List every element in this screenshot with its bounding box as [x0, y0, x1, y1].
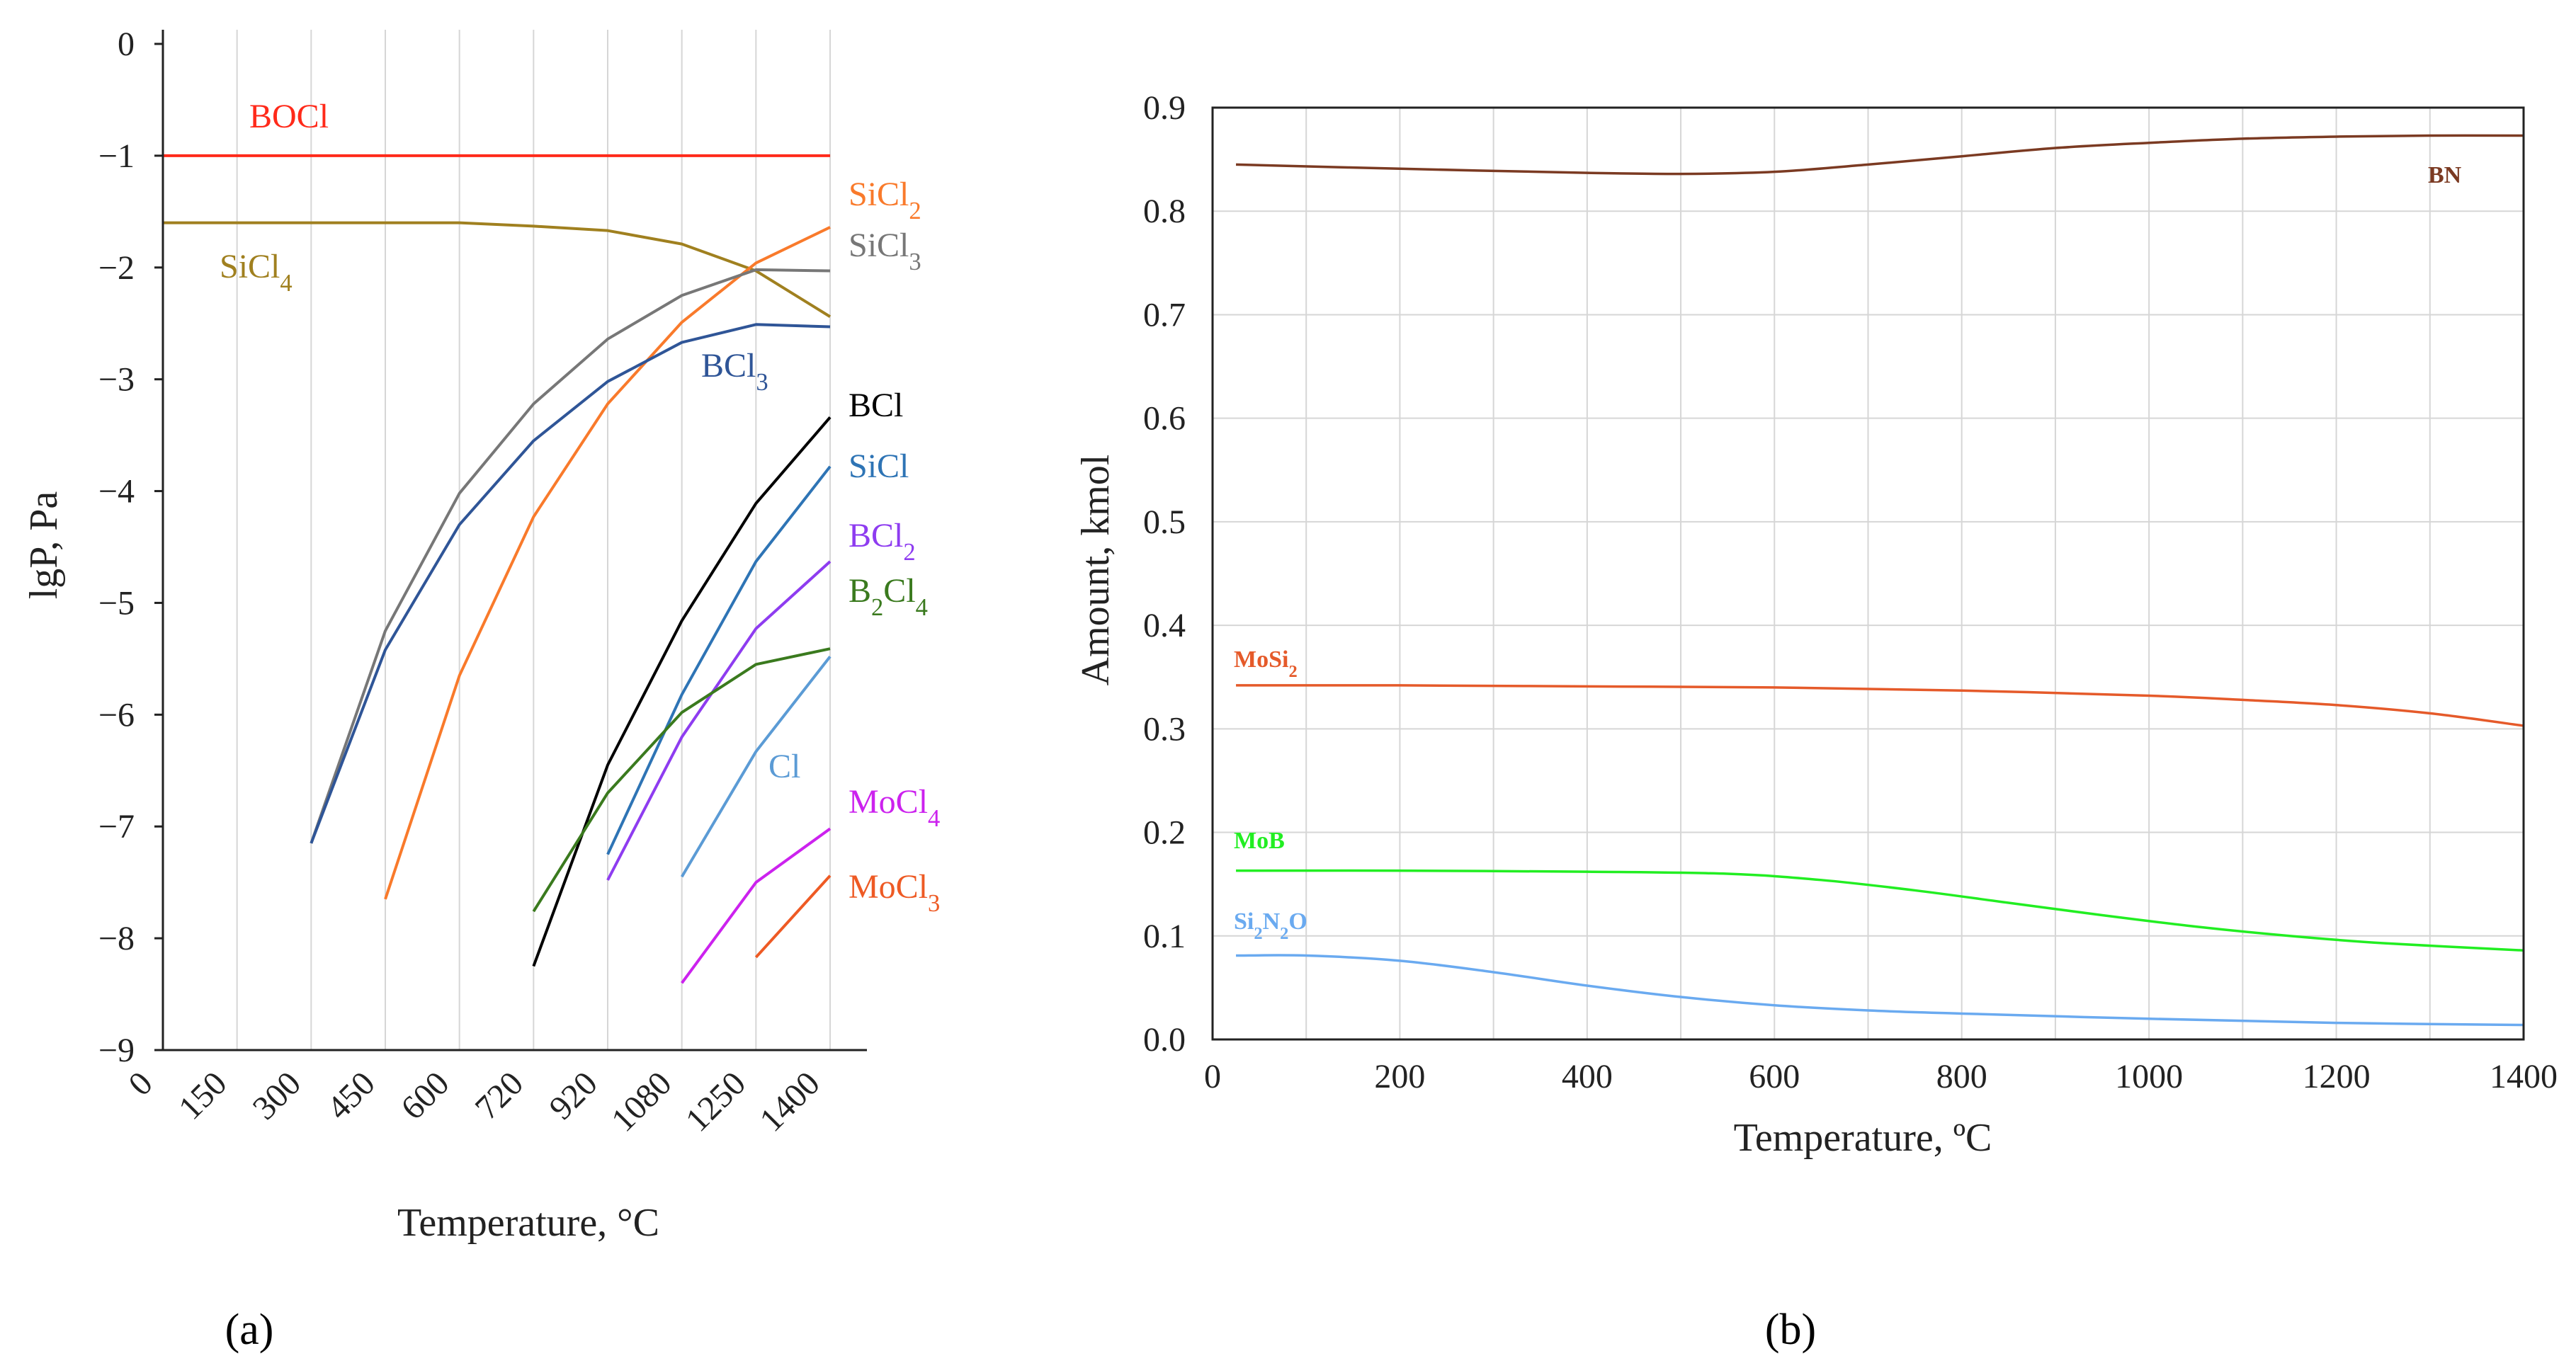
chart-panel-b: 0.0 0.1 0.2 0.3 0.4 0.5 0.6 0.7 0.8 0.9 0 200 400 60… — [1074, 89, 2558, 1354]
series-label-bcl2: BCl2 — [849, 517, 916, 566]
y-tick-label: −3 — [98, 361, 135, 399]
series-label-mob: MoB — [1234, 828, 1285, 854]
y-tick-label: 0.5 — [1143, 503, 1186, 541]
series-label-sicl3: SiCl3 — [849, 227, 921, 275]
x-tick-label: 920 — [542, 1064, 604, 1127]
series-label-bocl: BOCl — [249, 98, 329, 135]
series-label-bcl: BCl — [849, 387, 903, 424]
x-tick-label: 150 — [171, 1064, 234, 1127]
y-tick-label: −9 — [98, 1032, 135, 1069]
series-line-b2cl4 — [532, 647, 831, 913]
series-label-bn: BN — [2428, 162, 2462, 188]
y-tick-label: −6 — [98, 696, 135, 734]
series-line-bcl2 — [606, 560, 832, 881]
y-tick-label: −5 — [98, 584, 135, 622]
y-tick-label: 0.2 — [1143, 814, 1186, 852]
series-line-si2n2o — [1236, 954, 2524, 1027]
chart-a-y-axis-title: lgP, Pa — [22, 491, 66, 600]
chart-b-panel-label: (b) — [1765, 1306, 1816, 1354]
chart-b-x-ticks: 0 200 400 600 800 1000 1200 1400 — [1204, 1058, 2558, 1095]
series-line-sicl4 — [163, 221, 832, 318]
series-line-sicl2 — [384, 226, 831, 900]
chart-a-y-ticks: 0 −1 −2 −3 −4 −5 −6 −7 −8 −9 — [98, 25, 163, 1069]
x-tick-label: 450 — [319, 1064, 382, 1127]
series-line-mosi2 — [1236, 684, 2524, 727]
x-tick-label: 1080 — [604, 1064, 679, 1139]
x-tick-label: 200 — [1374, 1058, 1425, 1095]
y-tick-label: 0.9 — [1143, 89, 1186, 127]
chart-a-axes — [161, 30, 867, 1051]
x-tick-label: 720 — [468, 1064, 530, 1127]
chart-a-x-ticks: 0 150 300 450 600 720 920 1080 1250 1400 — [121, 1064, 827, 1139]
series-line-bn — [1236, 134, 2524, 176]
series-label-sicl: SiCl — [849, 448, 909, 485]
y-tick-label: 0.6 — [1143, 400, 1186, 438]
x-tick-label: 1000 — [2115, 1058, 2183, 1095]
y-tick-label: −1 — [98, 137, 135, 175]
x-tick-label: 600 — [1749, 1058, 1800, 1095]
chart-a-x-axis-title: Temperature, °C — [397, 1201, 659, 1245]
chart-panel-a: 0−1−2−3−4−5−6−7−8−9 0 150 300 450 600 720 920 1… — [22, 25, 940, 1354]
chart-b-series-labels: BN MoSi2 MoB Si2N2O — [1234, 162, 2462, 943]
x-tick-label: 800 — [1936, 1058, 1987, 1095]
x-tick-label: 300 — [246, 1064, 308, 1127]
y-tick-label: −2 — [98, 249, 135, 287]
series-line-bcl3 — [310, 323, 831, 844]
y-tick-label: 0.1 — [1143, 918, 1186, 955]
y-tick-label: 0.0 — [1143, 1021, 1186, 1059]
series-label-sicl2: SiCl2 — [849, 176, 921, 224]
chart-a-series — [163, 154, 832, 984]
y-tick-label: −4 — [98, 473, 135, 511]
series-label-sicl4: SiCl4 — [220, 248, 293, 297]
series-line-cl — [680, 656, 832, 878]
x-tick-label: 400 — [1562, 1058, 1613, 1095]
series-label-cl: Cl — [768, 748, 800, 785]
series-label-mosi2: MoSi2 — [1234, 646, 1298, 681]
series-label-si2n2o: Si2N2O — [1234, 908, 1307, 943]
y-tick-label: 0.4 — [1143, 607, 1186, 644]
y-tick-label: −7 — [98, 808, 135, 845]
series-line-mocl3 — [754, 874, 832, 959]
x-tick-label: 0 — [1204, 1058, 1221, 1095]
series-line-mob — [1236, 869, 2524, 952]
series-line-sicl — [606, 465, 832, 855]
chart-a-gridlines — [236, 30, 831, 1050]
x-tick-label: 1400 — [2490, 1058, 2558, 1095]
chart-a-panel-label: (a) — [225, 1306, 274, 1354]
y-tick-label: −8 — [98, 920, 135, 957]
chart-b-x-axis-title: Temperature, ºC — [1734, 1116, 1992, 1160]
x-tick-label: 0 — [121, 1064, 159, 1102]
series-line-sicl3 — [310, 268, 831, 844]
series-label-b2cl4: B2Cl4 — [849, 572, 928, 621]
y-tick-label: 0.8 — [1143, 193, 1186, 230]
x-tick-label: 1200 — [2303, 1058, 2371, 1095]
x-tick-label: 1400 — [752, 1064, 827, 1139]
chart-b-y-ticks: 0.0 0.1 0.2 0.3 0.4 0.5 0.6 0.7 0.8 0.9 — [1143, 89, 1186, 1059]
chart-b-y-axis-title: Amount, kmol — [1074, 455, 1118, 686]
series-label-bcl3: BCl3 — [701, 347, 768, 396]
chart-b-gridlines — [1213, 108, 2524, 1039]
y-tick-label: 0.7 — [1143, 296, 1186, 334]
x-tick-label: 600 — [394, 1064, 456, 1127]
chart-b-series — [1236, 134, 2524, 1027]
series-label-mocl4: MoCl4 — [849, 783, 940, 832]
y-tick-label: 0 — [118, 25, 135, 63]
series-line-mocl4 — [681, 827, 832, 984]
chart-b-plot-frame — [1211, 106, 2525, 1041]
series-label-mocl3: MoCl3 — [849, 868, 940, 917]
x-tick-label: 1250 — [679, 1064, 753, 1139]
y-tick-label: 0.3 — [1143, 710, 1186, 748]
